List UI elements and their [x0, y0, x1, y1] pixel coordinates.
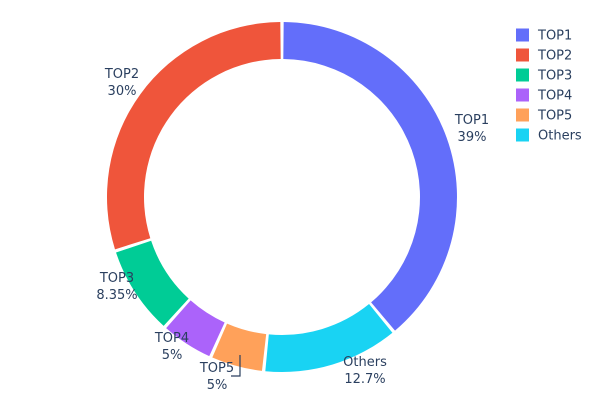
slice-label-percent: 12.7%	[344, 372, 385, 387]
slice-label-percent: 5%	[162, 348, 183, 363]
slice-labels: TOP1 39% TOP2 30% TOP3 8.35% TOP4 5% TOP5 5% Other…	[96, 67, 489, 393]
legend-swatch-icon	[516, 108, 529, 122]
slice-label-name: TOP5	[199, 361, 234, 376]
slice-label-name: TOP4	[154, 331, 189, 346]
legend-item-top5[interactable]: TOP5	[516, 108, 572, 124]
slice-label-name: TOP3	[99, 271, 134, 286]
pie-slice-top4[interactable]	[166, 300, 225, 357]
legend-item-top4[interactable]: TOP4	[516, 88, 572, 104]
slice-label-percent: 8.35%	[96, 288, 137, 303]
pie-slice-top2[interactable]	[106, 22, 281, 250]
legend-label: TOP2	[537, 49, 572, 64]
legend-label: TOP4	[537, 89, 572, 104]
legend-item-top3[interactable]: TOP3	[516, 68, 572, 84]
slice-label-name: TOP2	[104, 67, 139, 82]
legend-label: TOP1	[537, 29, 572, 44]
leader-lines	[231, 355, 241, 377]
legend-swatch-icon	[516, 48, 529, 62]
legend-swatch-icon	[516, 68, 529, 82]
slice-label-percent: 39%	[458, 130, 487, 145]
legend-label: Others	[538, 129, 582, 144]
legend-item-others[interactable]: Others	[516, 128, 582, 144]
legend-item-top1[interactable]: TOP1	[516, 28, 572, 44]
slice-label-percent: 30%	[108, 84, 137, 99]
slice-label-percent: 5%	[207, 378, 228, 393]
pie-slice-others[interactable]	[265, 304, 393, 372]
pie-slice-top3[interactable]	[116, 240, 189, 326]
legend[interactable]: TOP1 TOP2 TOP3 TOP4 TOP5 Others	[516, 28, 582, 144]
slice-label-top3: TOP3 8.35%	[96, 271, 137, 303]
legend-item-top2[interactable]: TOP2	[516, 48, 572, 64]
legend-swatch-icon	[516, 88, 529, 102]
slice-label-top5: TOP5 5%	[199, 361, 234, 393]
pie-slices[interactable]	[106, 22, 457, 372]
legend-swatch-icon	[516, 28, 529, 42]
leader-line-top5	[231, 355, 241, 377]
legend-swatch-icon	[516, 128, 529, 142]
slice-label-others: Others 12.7%	[343, 355, 387, 387]
slice-label-name: Others	[343, 355, 387, 370]
pie-slice-top5[interactable]	[212, 323, 267, 371]
slice-label-top2: TOP2 30%	[104, 67, 139, 99]
pie-slice-top1[interactable]	[283, 22, 457, 331]
legend-label: TOP5	[537, 109, 572, 124]
slice-label-top1: TOP1 39%	[454, 113, 489, 145]
slice-label-name: TOP1	[454, 113, 489, 128]
slice-label-top4: TOP4 5%	[154, 331, 189, 363]
legend-label: TOP3	[537, 69, 572, 84]
